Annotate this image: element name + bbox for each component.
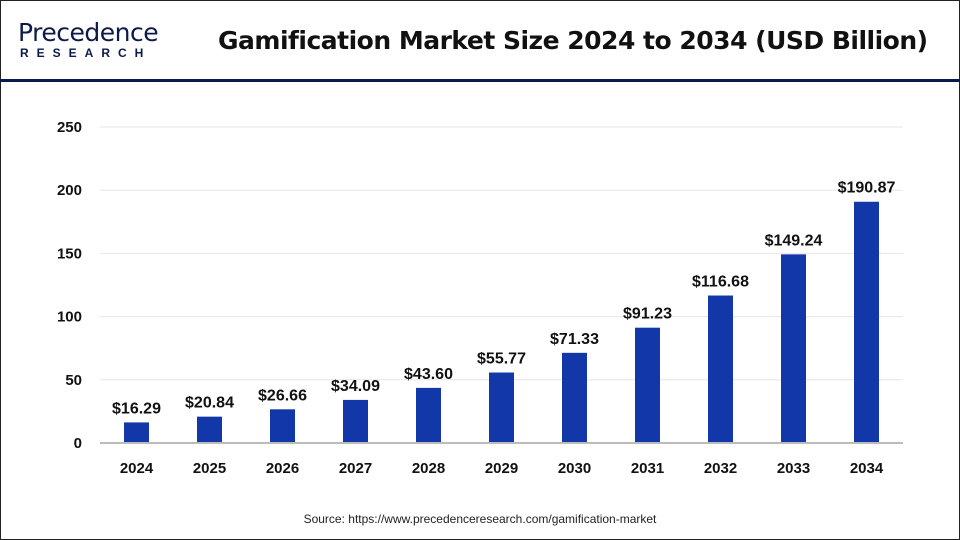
bar-2031 (635, 327, 660, 443)
x-tick-label: 2029 (485, 460, 518, 477)
data-label: $71.33 (550, 331, 599, 348)
data-label: $149.24 (765, 232, 823, 249)
chart-title: Gamification Market Size 2024 to 2034 (U… (218, 26, 928, 55)
y-tick-label: 50 (65, 372, 82, 389)
bar-2029 (489, 372, 514, 443)
bar-2030 (562, 352, 587, 443)
x-tick-label: 2027 (339, 460, 372, 477)
x-tick-label: 2028 (412, 460, 445, 477)
bar-2034 (854, 201, 879, 443)
y-tick-label: 100 (57, 309, 82, 326)
x-tick-label: 2026 (266, 460, 299, 477)
x-tick-label: 2030 (558, 460, 591, 477)
x-tick-label: 2024 (120, 460, 154, 477)
y-tick-label: 200 (57, 182, 82, 199)
data-label: $26.66 (258, 387, 307, 404)
logo-bottom-text: RESEARCH (20, 46, 152, 60)
x-tick-label: 2031 (631, 460, 664, 477)
bar-2032 (708, 295, 733, 443)
y-tick-label: 150 (57, 245, 82, 262)
logo: Precedence RESEARCH (18, 18, 159, 61)
data-label: $55.77 (477, 351, 526, 368)
source-note: Source: https://www.precedenceresearch.c… (303, 512, 657, 526)
header-divider (0, 79, 960, 82)
data-label: $116.68 (692, 274, 749, 291)
y-tick-label: 250 (57, 119, 82, 136)
data-label: $43.60 (404, 366, 453, 383)
data-label: $91.23 (623, 306, 672, 323)
x-tick-label: 2025 (193, 460, 226, 477)
x-tick-label: 2034 (850, 460, 884, 477)
bar-2024 (124, 422, 149, 443)
data-label: $34.09 (331, 378, 380, 395)
x-tick-label: 2032 (704, 460, 737, 477)
bar-2025 (197, 416, 222, 443)
bar-2028 (416, 387, 441, 443)
data-label: $20.84 (185, 395, 234, 412)
x-tick-label: 2033 (777, 460, 810, 477)
data-label: $16.29 (112, 400, 161, 417)
bar-2027 (343, 399, 368, 443)
data-label: $190.87 (838, 180, 896, 197)
bar-2026 (270, 409, 295, 443)
y-tick-label: 0 (74, 435, 82, 452)
bar-2033 (781, 254, 806, 443)
logo-top-text: Precedence (18, 18, 159, 47)
